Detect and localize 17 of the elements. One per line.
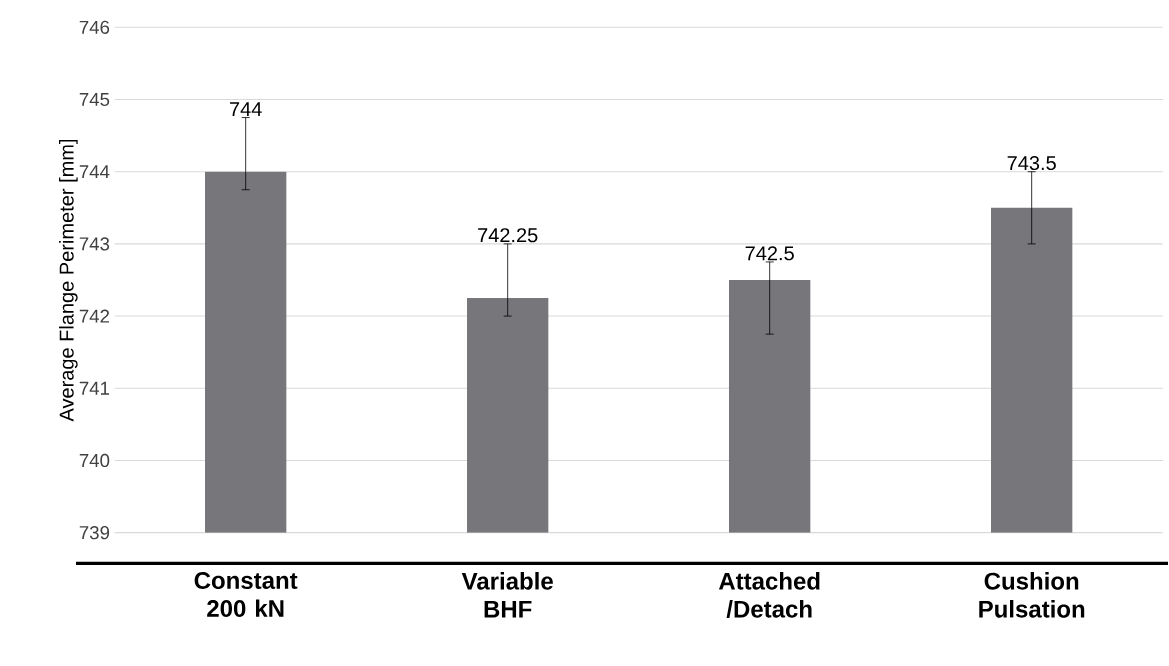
x-tick-label: Variable BHF [461, 572, 553, 618]
y-tick-label: 746 [79, 20, 110, 34]
data-label: 742.25 [478, 228, 538, 243]
y-tick-label: 742 [79, 309, 110, 323]
data-label: 744 [230, 102, 262, 116]
y-axis-title: Average Flange Perimeter [mm] [59, 139, 78, 422]
data-label: 742.5 [745, 246, 794, 261]
y-tick-label: 741 [79, 381, 110, 395]
y-tick-label: 743 [79, 237, 110, 251]
x-tick-label: Constant 200 kN [194, 572, 298, 618]
data-label: 743.5 [1007, 155, 1056, 171]
x-tick-label: Cushion Pulsation [979, 572, 1085, 618]
x-tick-label: Attached /Detach [718, 572, 820, 618]
y-tick-label: 740 [79, 453, 110, 468]
y-tick-label: 739 [79, 526, 110, 540]
y-tick-label: 745 [79, 93, 110, 107]
y-tick-label: 744 [79, 165, 110, 179]
